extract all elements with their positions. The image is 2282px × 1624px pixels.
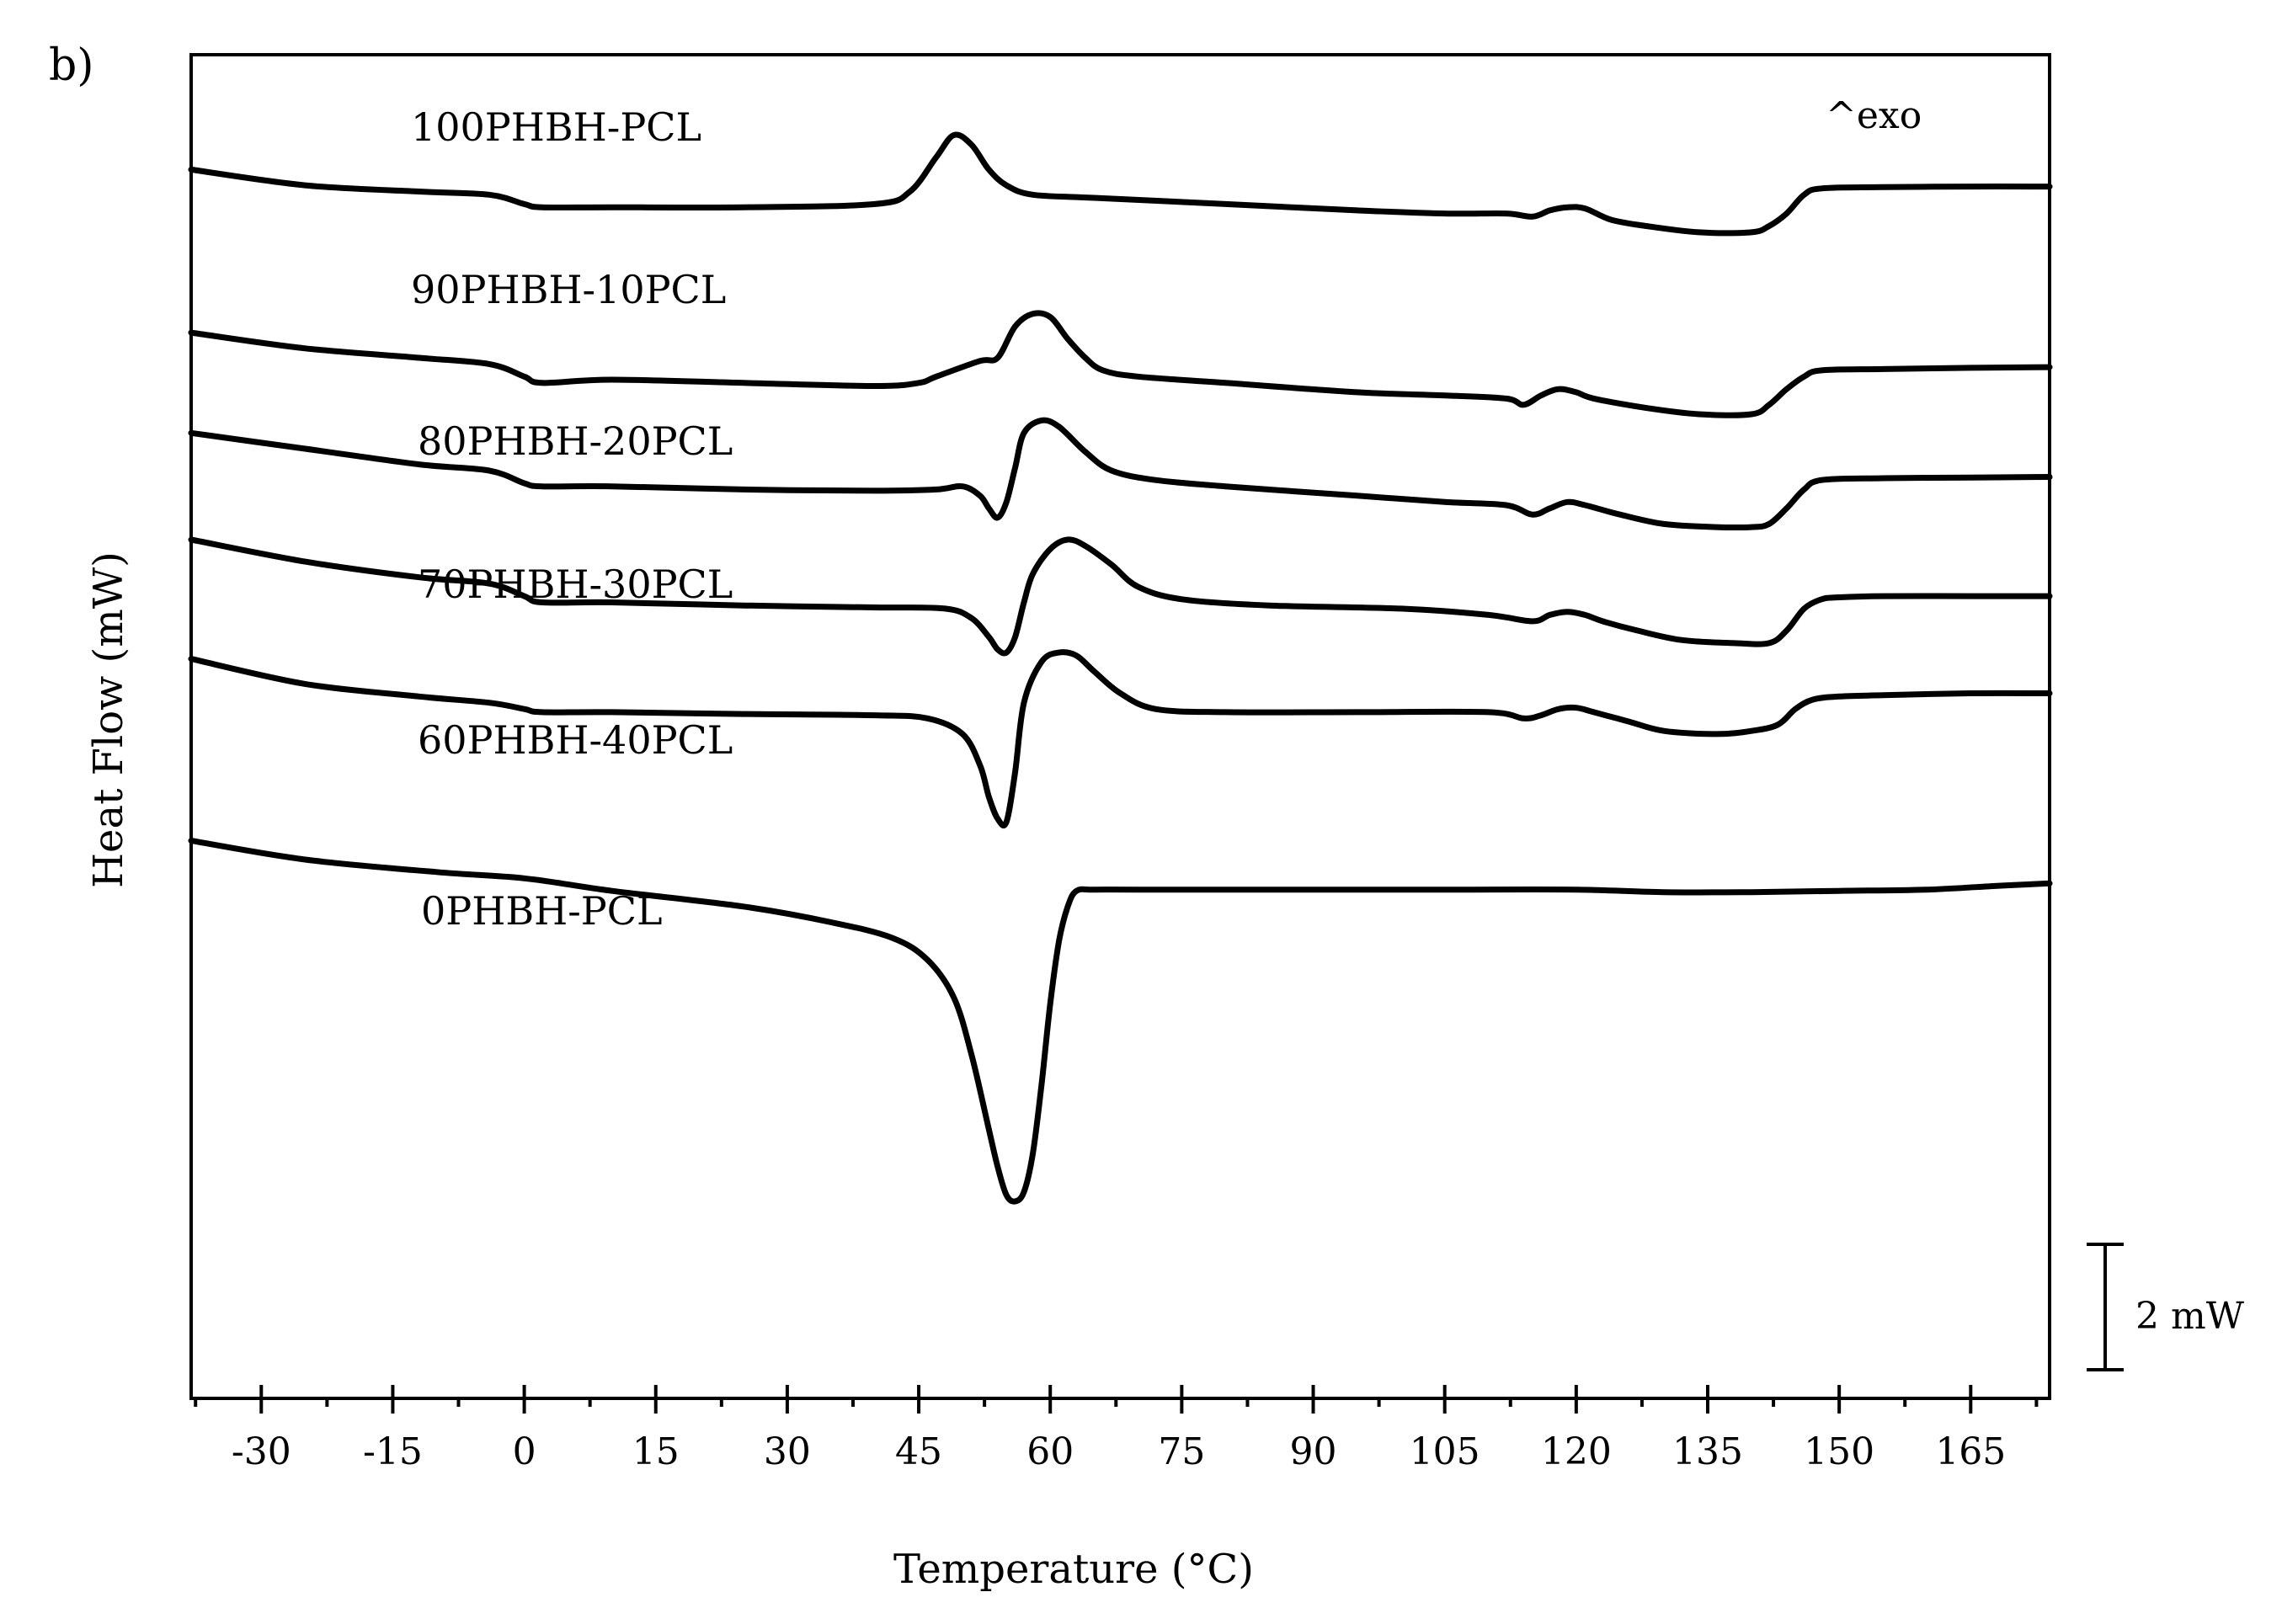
series-line-60PHBH-40PCL	[188, 649, 2053, 829]
series-labels: 100PHBH-PCL 90PHBH-10PCL 80PHBH-20PCL 70PHB…	[411, 104, 733, 934]
series-label-60PHBH-40PCL: 60PHBH-40PCL	[418, 717, 733, 763]
series-line-0PHBH-PCL	[188, 838, 2053, 1205]
series-label-0PHBH-PCL: 0PHBH-PCL	[421, 888, 663, 934]
exo-annotation: ^exo	[1826, 94, 1922, 137]
x-tick-label: 15	[632, 1430, 680, 1473]
series-line-90PHBH-10PCL	[188, 310, 2053, 418]
x-tick-label: 120	[1541, 1430, 1612, 1473]
x-tick-label: 0	[513, 1430, 536, 1473]
panel-label: b)	[49, 40, 94, 91]
x-tick-label: 30	[764, 1430, 811, 1473]
x-tick-label: -30	[232, 1430, 291, 1473]
x-axis-label: Temperature (°C)	[893, 1546, 1254, 1593]
series-label-80PHBH-20PCL: 80PHBH-20PCL	[418, 418, 733, 464]
plot-frame	[189, 53, 2051, 1400]
x-axis-ticks: -30 -15 0 15 30 45 60 75 90 105 120 135 150 165	[194, 1385, 2039, 1473]
x-tick-label: 75	[1158, 1430, 1205, 1473]
series-label-70PHBH-30PCL: 70PHBH-30PCL	[418, 562, 733, 607]
x-tick-label: 165	[1935, 1430, 2006, 1473]
series-label-100PHBH-PCL: 100PHBH-PCL	[411, 104, 701, 150]
scale-bar-label: 2 mW	[2135, 1295, 2245, 1338]
x-tick-label: 45	[895, 1430, 942, 1473]
scale-bar: 2 mW	[2087, 1243, 2245, 1371]
x-tick-label: 105	[1410, 1430, 1480, 1473]
series-line-80PHBH-20PCL	[188, 417, 2053, 531]
x-tick-label: 150	[1804, 1430, 1874, 1473]
x-tick-label: 60	[1026, 1430, 1074, 1473]
series-label-90PHBH-10PCL: 90PHBH-10PCL	[411, 267, 726, 312]
x-tick-label: 135	[1672, 1430, 1743, 1473]
series-curves	[188, 131, 2053, 1205]
x-tick-label: 90	[1290, 1430, 1337, 1473]
x-tick-label: -15	[363, 1430, 423, 1473]
series-line-100PHBH-PCL	[188, 131, 2053, 237]
y-axis-label: Heat Flow (mW)	[85, 551, 132, 888]
series-line-70PHBH-30PCL	[188, 536, 2053, 657]
